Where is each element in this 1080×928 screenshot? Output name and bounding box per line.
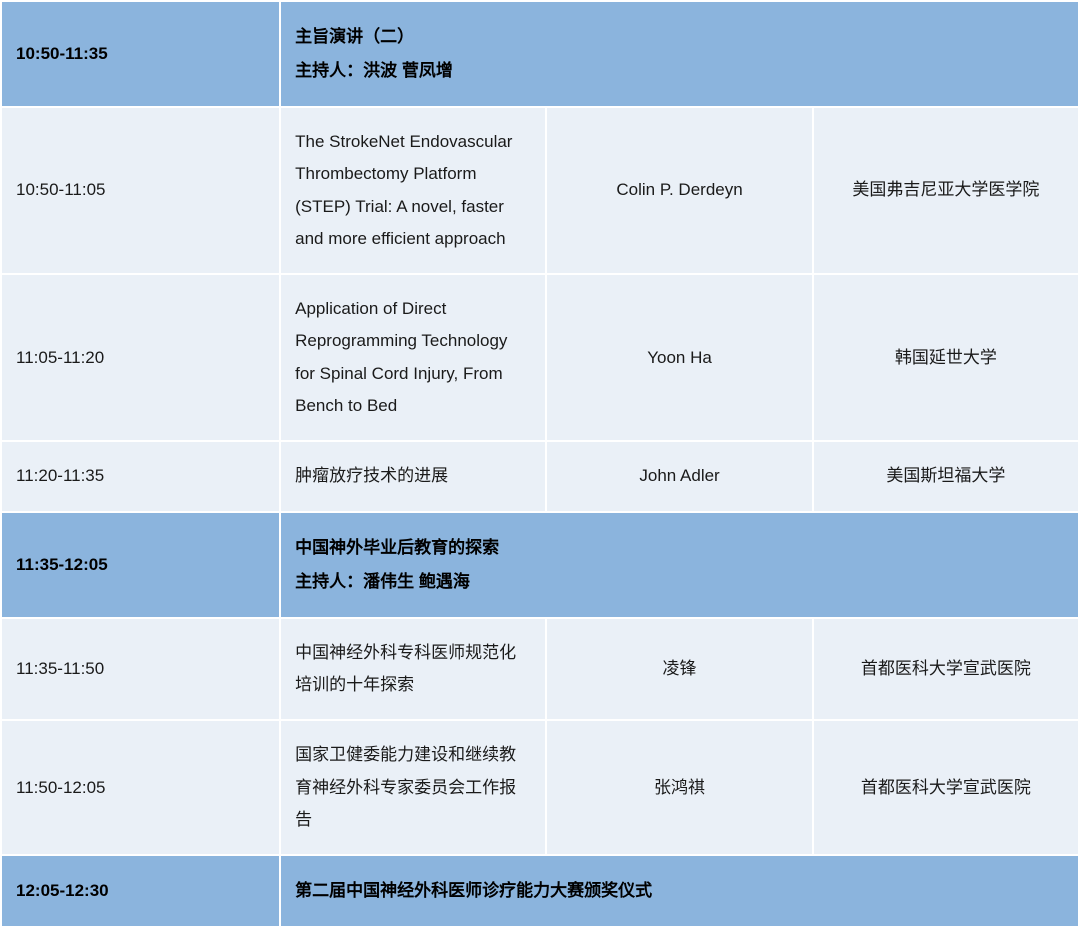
session-title: 第二届中国神经外科医师诊疗能力大赛颁奖仪式 bbox=[295, 874, 1064, 908]
talk-row: 11:35-11:50 中国神经外科专科医师规范化培训的十年探索 凌锋 首都医科… bbox=[1, 618, 1079, 721]
affiliation-cell: 美国弗吉尼亚大学医学院 bbox=[813, 107, 1079, 274]
speaker-cell: John Adler bbox=[546, 441, 812, 511]
affiliation-cell: 美国斯坦福大学 bbox=[813, 441, 1079, 511]
affiliation-cell: 首都医科大学宣武医院 bbox=[813, 720, 1079, 855]
schedule-table: 10:50-11:35 主旨演讲（二） 主持人：洪波 菅凤增 10:50-11:… bbox=[0, 0, 1080, 928]
session-header-row: 11:35-12:05 中国神外毕业后教育的探索 主持人：潘伟生 鲍遇海 bbox=[1, 512, 1079, 618]
time-cell: 11:50-12:05 bbox=[1, 720, 280, 855]
session-header-row: 10:50-11:35 主旨演讲（二） 主持人：洪波 菅凤增 bbox=[1, 1, 1079, 107]
talk-row: 11:50-12:05 国家卫健委能力建设和继续教育神经外科专家委员会工作报告 … bbox=[1, 720, 1079, 855]
talk-row: 11:05-11:20 Application of Direct Reprog… bbox=[1, 274, 1079, 441]
time-cell: 11:35-11:50 bbox=[1, 618, 280, 721]
topic-cell: 中国神经外科专科医师规范化培训的十年探索 bbox=[280, 618, 546, 721]
topic-cell: The StrokeNet Endovascular Thrombectomy … bbox=[280, 107, 546, 274]
session-title-cell: 主旨演讲（二） 主持人：洪波 菅凤增 bbox=[280, 1, 1079, 107]
speaker-cell: Colin P. Derdeyn bbox=[546, 107, 812, 274]
topic-cell: 肿瘤放疗技术的进展 bbox=[280, 441, 546, 511]
talk-row: 11:20-11:35 肿瘤放疗技术的进展 John Adler 美国斯坦福大学 bbox=[1, 441, 1079, 511]
topic-cell: 国家卫健委能力建设和继续教育神经外科专家委员会工作报告 bbox=[280, 720, 546, 855]
session-title-cell: 中国神外毕业后教育的探索 主持人：潘伟生 鲍遇海 bbox=[280, 512, 1079, 618]
time-cell: 10:50-11:35 bbox=[1, 1, 280, 107]
speaker-cell: 凌锋 bbox=[546, 618, 812, 721]
time-cell: 10:50-11:05 bbox=[1, 107, 280, 274]
session-title: 中国神外毕业后教育的探索 bbox=[295, 531, 1064, 565]
time-cell: 11:20-11:35 bbox=[1, 441, 280, 511]
schedule-body: 10:50-11:35 主旨演讲（二） 主持人：洪波 菅凤增 10:50-11:… bbox=[1, 1, 1079, 927]
session-title: 主旨演讲（二） bbox=[295, 20, 1064, 54]
time-cell: 11:05-11:20 bbox=[1, 274, 280, 441]
speaker-cell: 张鸿祺 bbox=[546, 720, 812, 855]
affiliation-cell: 韩国延世大学 bbox=[813, 274, 1079, 441]
time-cell: 11:35-12:05 bbox=[1, 512, 280, 618]
topic-cell: Application of Direct Reprogramming Tech… bbox=[280, 274, 546, 441]
session-title-cell: 第二届中国神经外科医师诊疗能力大赛颁奖仪式 bbox=[280, 855, 1079, 927]
affiliation-cell: 首都医科大学宣武医院 bbox=[813, 618, 1079, 721]
session-host: 主持人：洪波 菅凤增 bbox=[295, 54, 1064, 88]
session-header-row: 12:05-12:30 第二届中国神经外科医师诊疗能力大赛颁奖仪式 bbox=[1, 855, 1079, 927]
talk-row: 10:50-11:05 The StrokeNet Endovascular T… bbox=[1, 107, 1079, 274]
time-cell: 12:05-12:30 bbox=[1, 855, 280, 927]
session-host: 主持人：潘伟生 鲍遇海 bbox=[295, 565, 1064, 599]
speaker-cell: Yoon Ha bbox=[546, 274, 812, 441]
